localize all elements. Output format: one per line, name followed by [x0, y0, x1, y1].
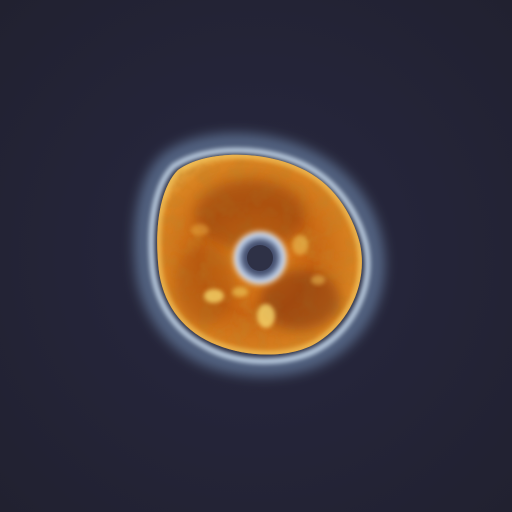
cell-nucleus: [230, 228, 290, 288]
cell-halo: [134, 133, 385, 377]
